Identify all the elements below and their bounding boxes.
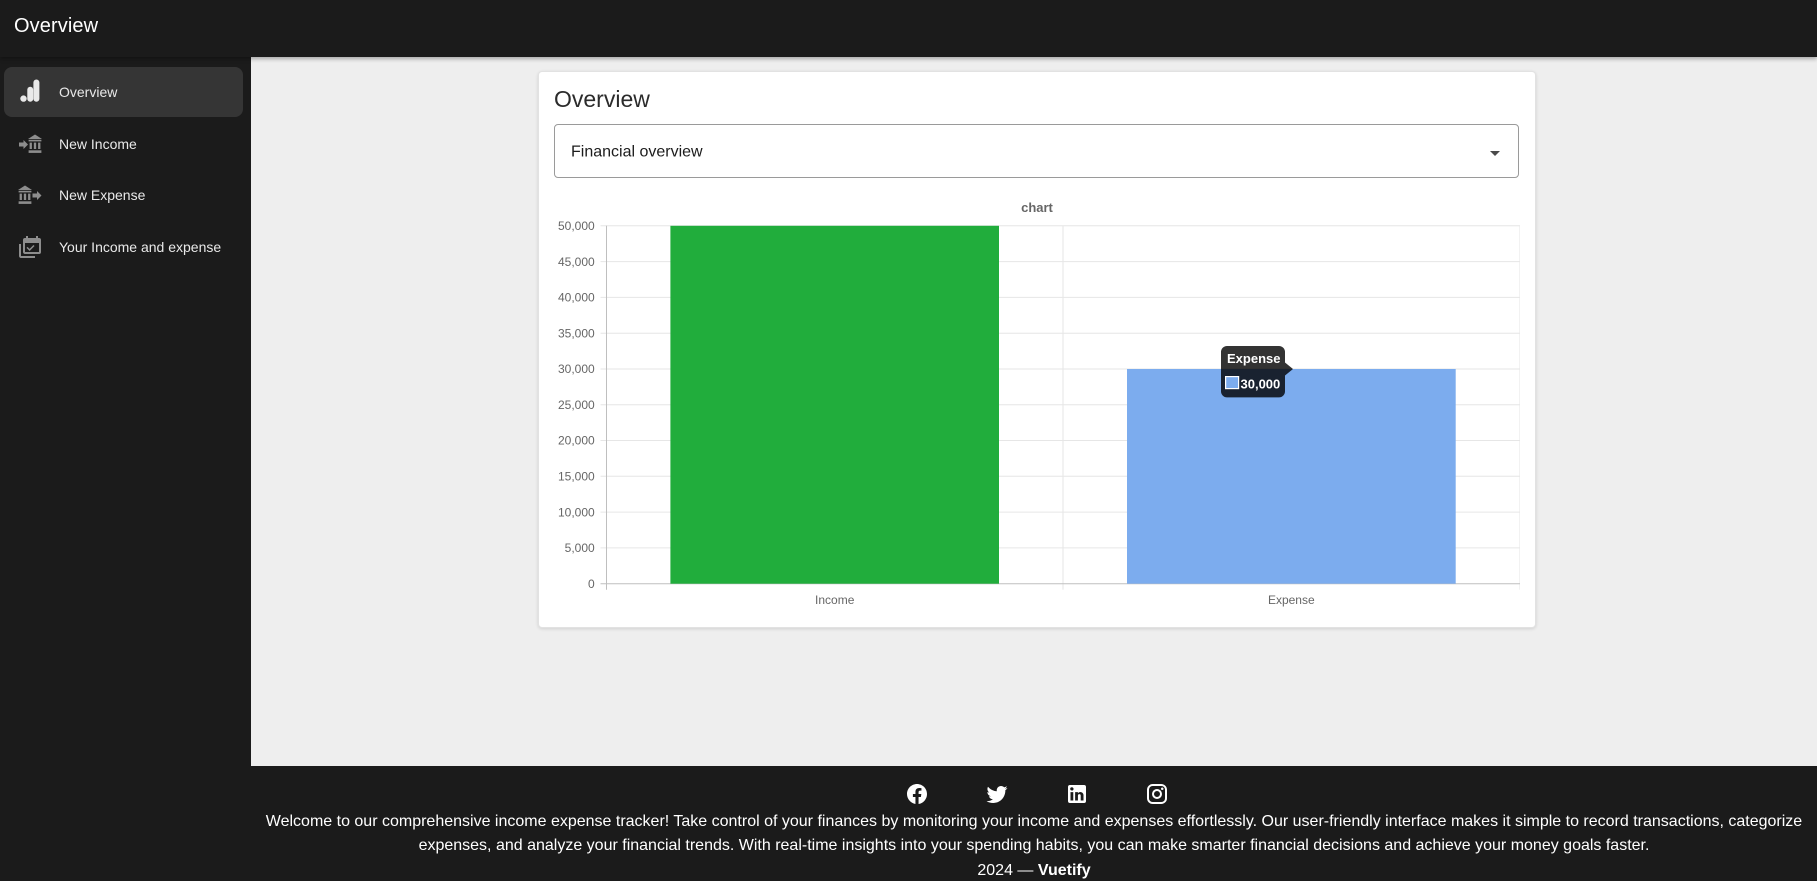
svg-text:35,000: 35,000: [558, 326, 595, 340]
svg-text:45,000: 45,000: [558, 255, 595, 269]
svg-text:25,000: 25,000: [558, 398, 595, 412]
svg-text:30,000: 30,000: [558, 362, 595, 376]
svg-text:0: 0: [588, 577, 595, 591]
svg-text:30,000: 30,000: [1241, 377, 1281, 392]
svg-text:10,000: 10,000: [558, 505, 595, 519]
svg-text:5,000: 5,000: [565, 541, 595, 555]
svg-text:Income: Income: [815, 593, 855, 607]
svg-text:chart: chart: [1021, 200, 1053, 215]
svg-text:50,000: 50,000: [558, 219, 595, 233]
svg-text:Expense: Expense: [1227, 351, 1280, 366]
svg-text:40,000: 40,000: [558, 291, 595, 305]
svg-text:20,000: 20,000: [558, 434, 595, 448]
svg-text:Expense: Expense: [1268, 593, 1315, 607]
svg-text:15,000: 15,000: [558, 470, 595, 484]
